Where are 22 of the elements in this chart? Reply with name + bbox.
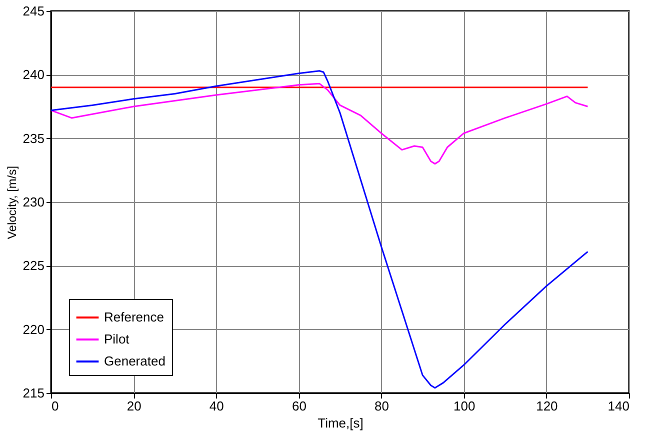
x-tick-label: 120 <box>536 398 558 414</box>
line-series <box>50 70 588 389</box>
legend-label: Reference <box>104 310 164 324</box>
y-tick-label: 235 <box>22 130 44 146</box>
y-tick-label: 245 <box>22 4 44 18</box>
x-tick-label: 80 <box>374 398 390 414</box>
y-tick-label: 225 <box>22 258 44 274</box>
y-axis-title: Velocity, [m/s] <box>4 166 19 240</box>
legend-label: Generated <box>104 354 166 368</box>
x-axis-title: Time,[s] <box>318 416 364 430</box>
y-tick-label: 230 <box>22 194 44 210</box>
line-series <box>50 82 588 165</box>
x-tick-label: 60 <box>292 398 306 414</box>
y-tick-label: 215 <box>22 386 44 400</box>
legend-label: Pilot <box>104 332 130 346</box>
y-tick-label: 220 <box>22 322 44 337</box>
x-tick-label: 0 <box>52 398 59 414</box>
x-tick-label: 40 <box>209 398 224 414</box>
y-tick-label: 240 <box>22 67 44 82</box>
x-tick-label: 20 <box>126 398 142 414</box>
x-tick-label: 140 <box>608 398 630 414</box>
x-tick-label: 100 <box>454 398 476 414</box>
